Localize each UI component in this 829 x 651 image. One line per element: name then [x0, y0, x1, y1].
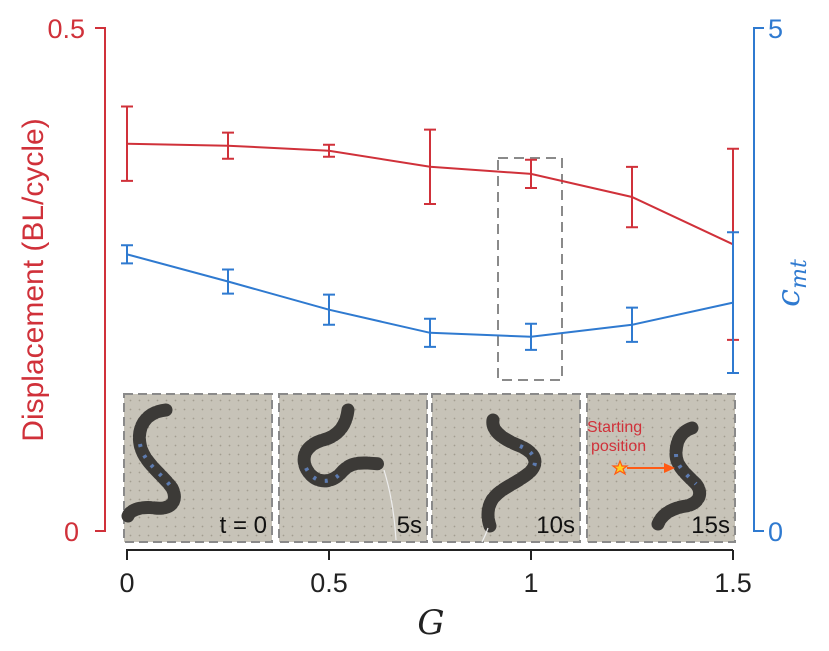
- tether-frame-1: [383, 469, 397, 541]
- robot-marker-frame-0: [138, 443, 174, 490]
- snake-robot-frame-2: [481, 413, 542, 533]
- left-tick-label-bottom: 0: [64, 517, 79, 547]
- error-bar-cmt-4: [525, 322, 537, 351]
- tether-frame-2: [481, 527, 489, 543]
- inset-frame-2: 10s: [431, 393, 581, 543]
- error-bar-cmt-1: [222, 268, 234, 295]
- error-bar-displacement-2: [323, 143, 335, 158]
- right-tick-label-top: 5: [768, 14, 783, 44]
- inset-frame-0: t = 0: [121, 393, 273, 543]
- robot-marker-frame-1: [304, 466, 342, 483]
- series-cmt: [121, 231, 739, 375]
- right-axis-title-symbol: c: [769, 289, 807, 307]
- plot-area: [121, 105, 739, 375]
- inset-frame-3: Starting position 15s: [586, 393, 736, 543]
- x-tick-label-0: 0: [119, 568, 134, 598]
- left-axis: 0.5 0 Displacement (BL/cycle): [17, 14, 106, 547]
- x-tick-label-3: 1.5: [714, 568, 752, 598]
- inset-frame-1: 5s: [278, 393, 428, 543]
- inset-label-frame-2: 10s: [536, 512, 575, 539]
- robot-marker-frame-3: [674, 453, 698, 486]
- x-axis-title: G: [417, 603, 444, 643]
- error-bar-displacement-1: [222, 131, 234, 160]
- error-bar-cmt-3: [424, 317, 436, 348]
- right-axis-title: cmt: [769, 259, 812, 307]
- snake-robot-frame-0: [121, 403, 181, 523]
- error-bar-displacement-3: [424, 128, 436, 206]
- right-axis: 5 0 cmt: [753, 14, 812, 547]
- inset-label-frame-0: t = 0: [220, 512, 267, 539]
- annotation-arrow-head: [664, 463, 675, 473]
- x-tick-label-1: 0.5: [310, 568, 348, 598]
- x-tick-label-2: 1: [523, 568, 538, 598]
- error-bar-cmt-6: [727, 231, 739, 375]
- error-bar-displacement-0: [121, 105, 133, 182]
- right-axis-title-subscript: mt: [787, 259, 812, 289]
- inset-label-frame-3: 15s: [691, 512, 730, 539]
- left-axis-title: Displacement (BL/cycle): [17, 118, 50, 441]
- series-displacement: [121, 105, 739, 341]
- x-axis: 0 0.5 1 1.5 G: [119, 549, 752, 643]
- error-bar-cmt-0: [121, 244, 133, 265]
- error-bar-displacement-4: [525, 158, 537, 189]
- error-bar-cmt-5: [626, 306, 638, 343]
- inset-label-frame-1: 5s: [397, 512, 422, 539]
- right-tick-label-bottom: 0: [768, 517, 783, 547]
- error-bar-cmt-2: [323, 293, 335, 326]
- highlight-box: [497, 157, 563, 381]
- left-tick-label-top: 0.5: [47, 14, 85, 44]
- annotation-line-2: position: [591, 438, 646, 455]
- annotation-line-1: Starting: [587, 419, 642, 436]
- inset-photo-strip: t = 0 5s 10s Starting position 15s: [121, 393, 736, 543]
- error-bar-displacement-5: [626, 165, 638, 229]
- start-star-icon: [611, 459, 629, 476]
